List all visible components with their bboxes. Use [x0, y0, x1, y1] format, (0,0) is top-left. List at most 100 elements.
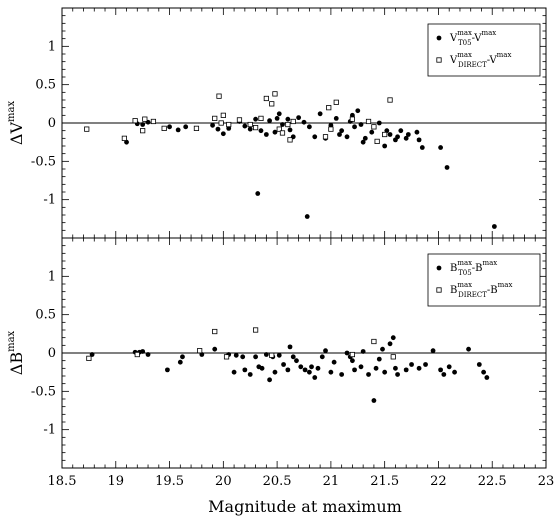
bottom-point-t05: [344, 350, 350, 356]
top-point-direct: [193, 125, 200, 131]
bottom-point-t05: [481, 369, 487, 375]
bottom-point-t05: [409, 362, 414, 367]
bottom-point-t05: [423, 362, 428, 367]
bottom-point-t05: [430, 348, 436, 354]
bottom-point-direct: [212, 328, 218, 335]
top-point-direct: [150, 118, 157, 125]
top-legend-label-1: Vmax DIRECT-Vmax: [449, 51, 511, 69]
top-point-direct: [328, 126, 334, 132]
bottom-point-t05: [240, 354, 246, 360]
bottom-point-t05: [242, 367, 248, 373]
bottom-point-t05: [177, 359, 183, 365]
bottom-point-t05: [390, 335, 396, 341]
top-point-t05: [124, 139, 129, 145]
x-tick-label: 18.5: [48, 474, 77, 489]
bottom-point-t05: [165, 367, 170, 373]
bottom-point-t05: [441, 372, 447, 377]
x-tick-label: 20.5: [263, 474, 292, 489]
bottom-point-t05: [331, 359, 337, 365]
top-point-t05: [352, 124, 357, 130]
bottom-point-t05: [371, 398, 377, 403]
bottom-point-t05: [484, 375, 490, 380]
bottom-y-tick-label: -1: [43, 423, 56, 438]
bottom-point-t05: [267, 377, 272, 383]
top-point-t05: [444, 165, 450, 170]
bottom-legend-box: [427, 253, 541, 307]
top-point-t05: [287, 127, 293, 133]
bottom-point-t05: [466, 346, 471, 352]
top-point-direct: [287, 137, 293, 143]
top-legend-marker-direct: [436, 57, 442, 63]
bottom-point-direct: [390, 354, 396, 360]
bottom-point-direct: [349, 351, 356, 358]
top-point-t05: [362, 135, 368, 141]
bottom-point-t05: [212, 346, 218, 352]
bottom-point-t05: [319, 354, 325, 360]
bottom-y-tick-label: 1: [48, 269, 56, 284]
bottom-point-direct: [269, 352, 275, 358]
bottom-point-t05: [294, 358, 299, 364]
x-axis-title: Magnitude at maximum: [208, 497, 402, 516]
bottom-legend-label-1: Bmax DIRECT-Bmax: [450, 281, 512, 299]
x-tick-labels: 18.5 19 19.5 20 20.5 21 21.5 22 22.5 23: [48, 474, 555, 489]
bottom-point-direct: [134, 351, 140, 358]
bottom-point-t05: [352, 367, 357, 373]
bottom-point-direct: [197, 348, 203, 354]
top-y-tick-label: 0: [48, 116, 56, 131]
top-point-direct: [371, 124, 377, 130]
bottom-point-t05: [259, 365, 265, 371]
top-point-t05: [215, 126, 221, 132]
top-point-direct: [272, 91, 278, 97]
top-point-t05: [253, 116, 258, 122]
top-point-t05: [210, 122, 215, 128]
bottom-point-t05: [199, 352, 205, 357]
top-point-t05: [339, 128, 345, 134]
top-point-t05: [419, 145, 425, 150]
bottom-point-t05: [380, 346, 385, 352]
top-point-t05: [280, 122, 285, 127]
top-point-t05: [403, 135, 409, 141]
top-point-t05: [317, 111, 323, 117]
top-point-direct: [247, 121, 253, 128]
top-point-direct: [252, 125, 259, 131]
bottom-legend-label-0: Bmax T05-Bmax: [450, 259, 497, 277]
top-point-t05: [350, 112, 355, 118]
top-point-direct: [216, 93, 222, 99]
top-point-t05: [301, 119, 307, 125]
top-point-t05: [285, 116, 291, 122]
bottom-point-t05: [285, 367, 291, 373]
bottom-point-t05: [358, 364, 364, 370]
x-tick-label: 19.5: [155, 474, 184, 489]
top-point-direct: [220, 112, 226, 118]
top-point-t05: [175, 127, 181, 133]
bottom-point-t05: [306, 369, 312, 375]
top-point-direct: [365, 118, 372, 125]
top-legend-label-0: Vmax T05-Vmax: [449, 29, 496, 47]
top-y-axis-title-main: ΔV: [7, 122, 26, 146]
bottom-legend-marker-t05: [436, 265, 442, 271]
top-point-t05: [258, 128, 264, 134]
bottom-point-t05: [328, 369, 334, 375]
top-point-direct: [269, 101, 275, 107]
bottom-point-t05: [438, 367, 443, 373]
top-point-t05: [140, 122, 146, 127]
bottom-point-t05: [281, 362, 286, 367]
bottom-point-t05: [382, 369, 388, 375]
top-point-direct: [263, 95, 269, 102]
bottom-point-t05: [339, 372, 345, 377]
top-point-direct: [121, 135, 127, 141]
bottom-point-t05: [290, 354, 296, 360]
bottom-point-direct: [223, 354, 230, 360]
bottom-point-t05: [376, 356, 382, 362]
bottom-y-tick-label: -0.5: [31, 384, 56, 399]
top-point-t05: [274, 116, 280, 121]
bottom-y-axis-title-main: ΔB: [7, 352, 26, 375]
top-point-direct: [387, 97, 393, 103]
top-point-direct: [218, 120, 224, 126]
top-point-direct: [290, 118, 296, 125]
top-point-t05: [276, 111, 282, 117]
top-point-direct: [142, 116, 148, 122]
top-point-direct: [140, 128, 146, 134]
top-point-t05: [167, 124, 172, 130]
